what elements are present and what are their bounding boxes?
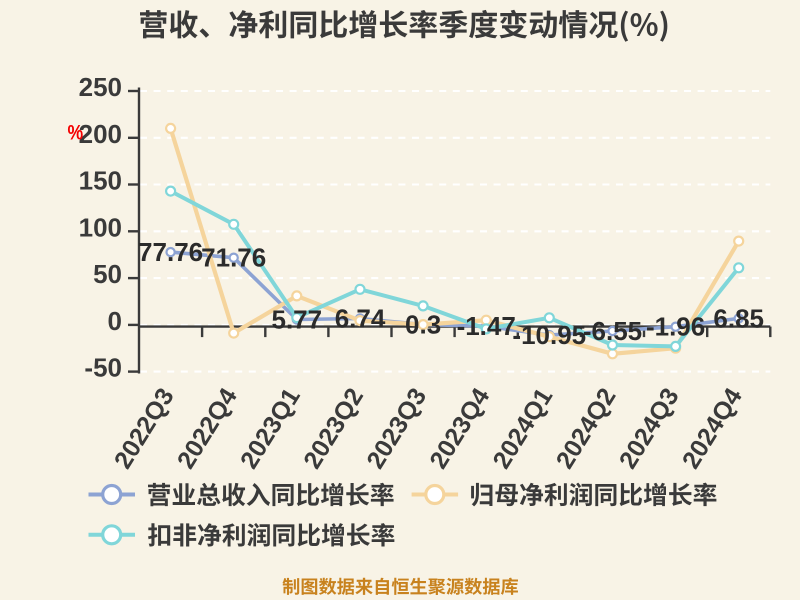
svg-text:-1.47: -1.47 <box>457 311 516 341</box>
svg-text:6.85: 6.85 <box>713 303 764 333</box>
svg-text:77.76: 77.76 <box>138 237 203 267</box>
svg-text:150: 150 <box>79 166 122 196</box>
svg-text:71.76: 71.76 <box>201 243 266 273</box>
svg-text:-50: -50 <box>84 353 122 383</box>
svg-text:-1.96: -1.96 <box>646 312 705 342</box>
svg-text:6.74: 6.74 <box>335 304 386 334</box>
svg-text:200: 200 <box>79 119 122 149</box>
svg-text:100: 100 <box>79 212 122 242</box>
svg-text:0: 0 <box>108 306 122 336</box>
svg-text:-10.95: -10.95 <box>512 320 586 350</box>
svg-text:250: 250 <box>79 72 122 102</box>
svg-text:5.77: 5.77 <box>271 305 322 335</box>
svg-text:%: % <box>68 121 84 145</box>
svg-text:-6.55: -6.55 <box>583 316 642 346</box>
svg-text:0.3: 0.3 <box>405 310 441 340</box>
svg-text:50: 50 <box>93 259 122 289</box>
